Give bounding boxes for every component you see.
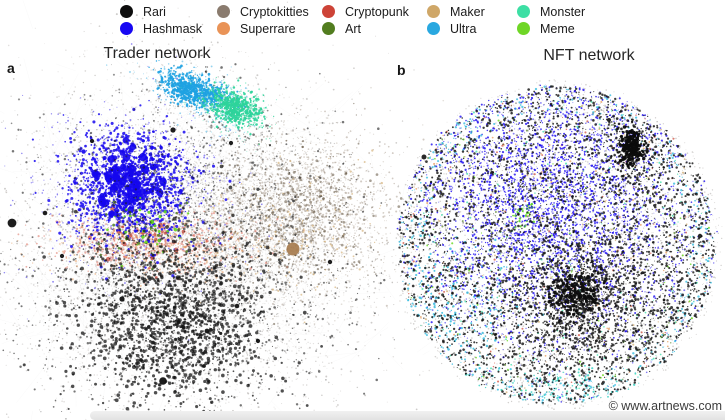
monster-dot-icon (517, 5, 530, 18)
legend-column-5: Monster Meme (517, 3, 585, 37)
legend-item-art: Art (322, 20, 409, 37)
legend-label: Monster (540, 4, 586, 19)
legend-label: Rari (143, 4, 166, 19)
legend-item-rari: Rari (120, 3, 202, 20)
horizontal-scrollbar[interactable] (90, 411, 725, 420)
legend-label: Cryptokitties (240, 4, 309, 19)
rari-dot-icon (120, 5, 133, 18)
legend-item-meme: Meme (517, 20, 585, 37)
panel-title-trader-network: Trader network (103, 45, 211, 62)
legend-item-ultra: Ultra (427, 20, 485, 37)
legend-column-2: Cryptokitties Superrare (217, 3, 309, 37)
ultra-dot-icon (427, 22, 440, 35)
legend-column-3: Cryptopunk Art (322, 3, 409, 37)
hashmask-dot-icon (120, 22, 133, 35)
legend-item-superrare: Superrare (217, 20, 309, 37)
superrare-dot-icon (217, 22, 230, 35)
meme-dot-icon (517, 22, 530, 35)
panel-label-b: b (397, 62, 406, 78)
legend-item-monster: Monster (517, 3, 585, 20)
legend-label: Superrare (240, 21, 296, 36)
legend-item-maker: Maker (427, 3, 485, 20)
watermark: © www.artnews.com (608, 399, 722, 413)
legend-item-hashmask: Hashmask (120, 20, 202, 37)
panel-label-a: a (7, 60, 15, 76)
legend-label: Cryptopunk (345, 4, 409, 19)
art-dot-icon (322, 22, 335, 35)
legend-label: Hashmask (143, 21, 203, 36)
legend-column-1: Rari Hashmask (120, 3, 202, 37)
legend-column-4: Maker Ultra (427, 3, 485, 37)
panel-title-nft-network: NFT network (543, 47, 635, 64)
cryptokitties-dot-icon (217, 5, 230, 18)
legend-item-cryptokitties: Cryptokitties (217, 3, 309, 20)
legend-label: Art (345, 21, 361, 36)
legend: Rari Hashmask Cryptokitties Superrare Cr… (0, 3, 725, 39)
legend-item-cryptopunk: Cryptopunk (322, 3, 409, 20)
legend-label: Maker (450, 4, 485, 19)
maker-dot-icon (427, 5, 440, 18)
legend-label: Ultra (450, 21, 477, 36)
cryptopunk-dot-icon (322, 5, 335, 18)
legend-label: Meme (540, 21, 575, 36)
